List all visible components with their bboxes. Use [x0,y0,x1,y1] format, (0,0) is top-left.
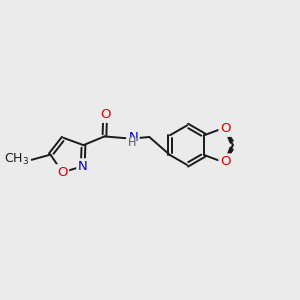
Text: N: N [78,160,88,173]
Text: N: N [128,131,138,144]
Text: O: O [220,155,230,168]
Text: H: H [128,138,136,148]
Text: O: O [57,166,68,179]
Text: O: O [100,108,110,122]
Text: O: O [220,122,230,135]
Text: CH$_3$: CH$_3$ [4,152,29,167]
